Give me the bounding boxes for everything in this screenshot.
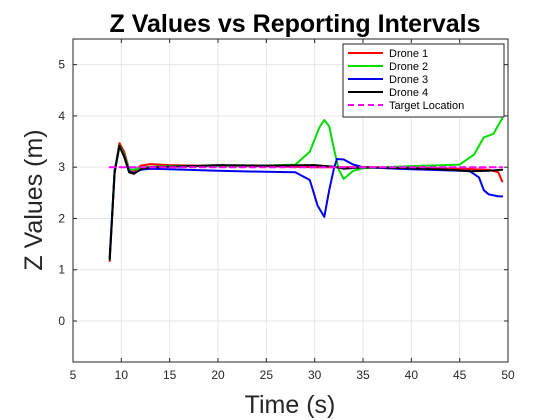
series-line-drone-2 [108, 117, 504, 261]
x-tick-label: 30 [308, 368, 322, 382]
legend-entry-label: Drone 3 [389, 74, 428, 86]
legend-entry-label: Drone 4 [389, 87, 428, 99]
x-tick-label: 40 [405, 368, 419, 382]
x-tick-label: 10 [115, 368, 129, 382]
series-line-drone-4 [108, 144, 504, 261]
x-tick-label: 5 [70, 368, 77, 382]
y-axis-label: Z Values (m) [20, 129, 48, 270]
legend-entry-label: Drone 1 [389, 48, 428, 60]
y-tick-label: 1 [58, 263, 65, 277]
x-axis-label: Time (s) [245, 391, 336, 419]
x-tick-label: 20 [211, 368, 225, 382]
x-tick-label: 50 [501, 368, 515, 382]
y-tick-label: 4 [58, 109, 65, 123]
x-tick-label: 45 [453, 368, 467, 382]
legend-entry-label: Drone 2 [389, 61, 428, 73]
plot-frame [72, 38, 509, 363]
x-tick-label: 25 [260, 368, 274, 382]
legend-entry-label: Target Location [389, 100, 464, 112]
x-tick-label: 35 [356, 368, 370, 382]
y-tick-label: 0 [58, 314, 65, 328]
series-lines [108, 117, 504, 262]
y-tick-label: 2 [58, 211, 65, 225]
x-tick-label: 15 [163, 368, 177, 382]
y-tick-label: 5 [58, 58, 65, 72]
chart-title: Z Values vs Reporting Intervals [110, 10, 481, 38]
y-tick-label: 3 [58, 160, 65, 174]
